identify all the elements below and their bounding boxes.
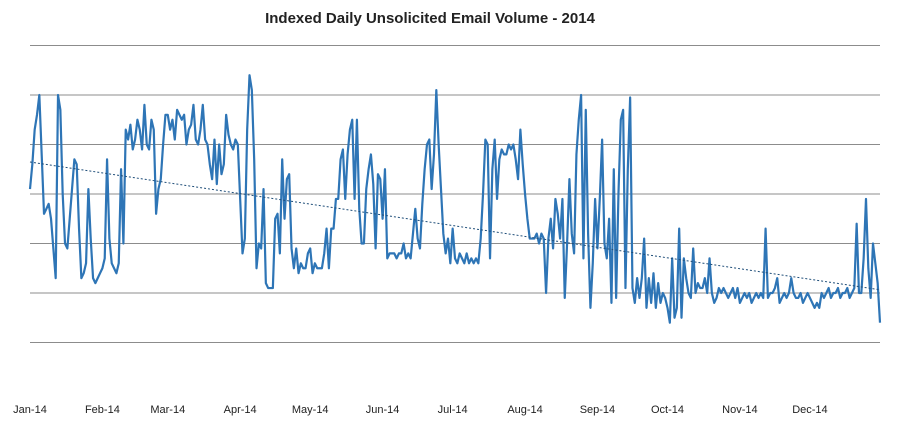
x-tick-label: Nov-14 <box>722 404 757 416</box>
chart-title: Indexed Daily Unsolicited Email Volume -… <box>265 10 595 27</box>
x-tick-label: Apr-14 <box>224 404 257 416</box>
trendline <box>29 161 881 291</box>
x-tick-label: Jan-14 <box>13 404 47 416</box>
x-tick-label: Sep-14 <box>580 404 615 416</box>
x-tick-label: Aug-14 <box>507 404 542 416</box>
x-tick-label: Jun-14 <box>366 404 400 416</box>
x-tick-label: May-14 <box>292 404 329 416</box>
x-tick-label: Oct-14 <box>651 404 684 416</box>
x-tick-label: Jul-14 <box>438 404 468 416</box>
x-tick-label: Dec-14 <box>792 404 827 416</box>
x-tick-label: Feb-14 <box>85 404 120 416</box>
data-line <box>28 74 882 324</box>
x-tick-label: Mar-14 <box>150 404 185 416</box>
